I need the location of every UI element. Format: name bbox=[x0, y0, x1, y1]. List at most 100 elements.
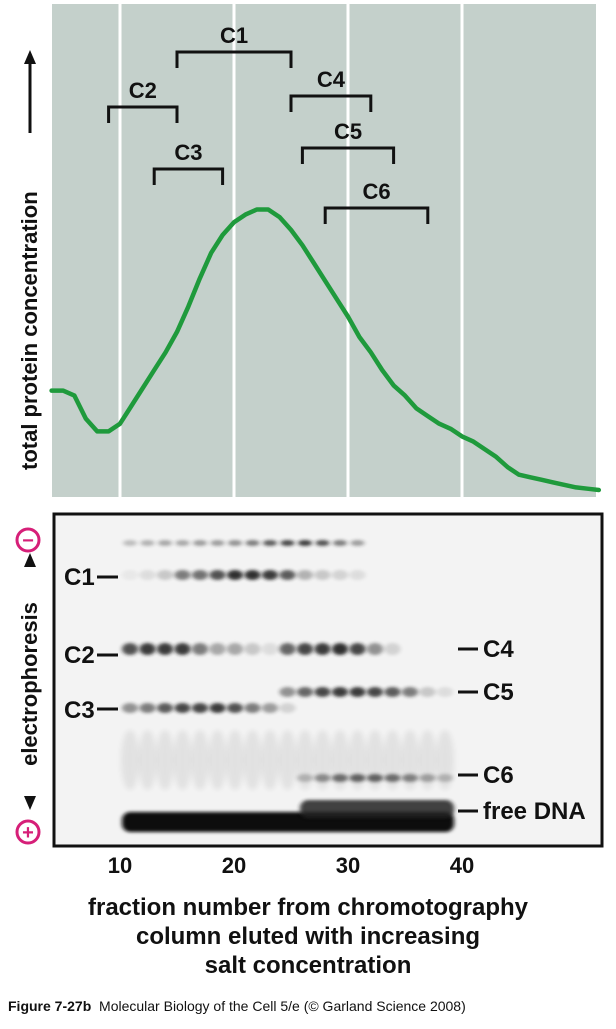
gel-band bbox=[139, 643, 156, 655]
tick-label-40: 40 bbox=[450, 853, 474, 878]
gel-band bbox=[314, 570, 331, 580]
gel-band bbox=[279, 703, 296, 713]
gel-band bbox=[244, 643, 261, 655]
bracket-line-c4 bbox=[289, 94, 373, 112]
gel-band bbox=[191, 730, 209, 790]
gel-band bbox=[174, 703, 191, 713]
gel-band bbox=[139, 570, 156, 580]
gel-label-c4: C4 bbox=[483, 636, 514, 663]
tick-label-20: 20 bbox=[222, 853, 246, 878]
gel-free-dna-band bbox=[122, 800, 454, 832]
x-axis-title-line-1: fraction number from chromotography bbox=[87, 894, 529, 921]
gel-band bbox=[123, 540, 137, 546]
gel-band bbox=[348, 730, 367, 790]
gel-band bbox=[192, 643, 208, 655]
electrophoresis-label-group: − electrophoresis + bbox=[15, 527, 42, 845]
fraction-tick-labels: 10 20 30 40 bbox=[108, 853, 474, 878]
gel-band bbox=[122, 570, 138, 580]
bracket-label-c6: C6 bbox=[362, 179, 390, 204]
gel-band bbox=[138, 730, 157, 790]
gel-band bbox=[350, 540, 365, 546]
caption-text: Molecular Biology of the Cell 5/e (© Gar… bbox=[99, 998, 466, 1014]
bracket-c2: C2 bbox=[107, 78, 179, 123]
fraction-brackets: C1 C2 C3 C4 C5 C6 bbox=[107, 23, 430, 224]
gel-band bbox=[245, 540, 260, 546]
gel-band bbox=[209, 570, 226, 580]
gel-bands bbox=[121, 540, 454, 790]
gel-band bbox=[333, 540, 347, 546]
gel-band bbox=[243, 730, 262, 790]
chart-gridlines bbox=[118, 4, 464, 497]
gel-band bbox=[349, 570, 366, 580]
gel-band bbox=[279, 570, 296, 580]
y-axis-arrow-head bbox=[24, 50, 36, 64]
bracket-c1: C1 bbox=[175, 23, 293, 68]
gel-band bbox=[157, 570, 173, 580]
gel-band bbox=[280, 540, 295, 546]
gel-band bbox=[278, 730, 297, 790]
gel-band bbox=[332, 687, 348, 697]
bracket-c5: C5 bbox=[300, 119, 396, 164]
bracket-c4: C4 bbox=[289, 67, 373, 112]
bracket-line-c2 bbox=[107, 105, 179, 123]
gel-band bbox=[298, 540, 312, 546]
gel-band bbox=[402, 687, 418, 697]
gel-band bbox=[157, 703, 173, 713]
gel-band bbox=[384, 687, 401, 697]
bracket-label-c2: C2 bbox=[129, 78, 157, 103]
gel-label-c2: C2 bbox=[64, 642, 95, 669]
gel-band bbox=[297, 643, 313, 655]
figure-id: Figure 7-27b bbox=[8, 998, 92, 1014]
bracket-line-c5 bbox=[300, 146, 396, 164]
gel-band bbox=[279, 643, 296, 655]
gel-band bbox=[175, 540, 190, 546]
gel-band bbox=[418, 730, 437, 790]
gel-band bbox=[192, 703, 208, 713]
gel-band bbox=[332, 643, 348, 655]
negative-electrode-marker bbox=[15, 527, 41, 553]
x-axis-title-line-3: salt concentration bbox=[204, 952, 412, 979]
gel-band bbox=[262, 570, 278, 580]
free-dna-band-upper bbox=[300, 800, 454, 818]
bracket-line-c3 bbox=[152, 167, 225, 185]
bracket-line-c6 bbox=[323, 206, 430, 224]
gel-band bbox=[227, 570, 243, 580]
gel-band bbox=[366, 730, 384, 790]
gel-band bbox=[314, 643, 331, 655]
x-axis-title-line-2: column eluted with increasing bbox=[135, 923, 481, 950]
gel-right-labels: C4 C5 C6 free DNA bbox=[458, 636, 586, 825]
gel-band bbox=[401, 730, 419, 790]
gel-band bbox=[419, 687, 436, 697]
gel-band bbox=[349, 687, 366, 697]
gel-band bbox=[122, 643, 138, 655]
chart-panel bbox=[52, 4, 596, 497]
gel-band bbox=[226, 730, 244, 790]
bracket-label-c1: C1 bbox=[220, 23, 248, 48]
gel-band bbox=[297, 687, 313, 697]
gel-band bbox=[263, 540, 277, 546]
gel-band bbox=[173, 730, 192, 790]
gel-band bbox=[122, 703, 138, 713]
bracket-label-c3: C3 bbox=[174, 140, 202, 165]
gel-band bbox=[193, 540, 207, 546]
y-axis-label: total protein concentration bbox=[17, 191, 42, 470]
gel-band bbox=[121, 730, 139, 790]
gel-band bbox=[174, 643, 191, 655]
tick-label-30: 30 bbox=[336, 853, 360, 878]
gel-band bbox=[140, 540, 155, 546]
figure-caption: Figure 7-27b Molecular Biology of the Ce… bbox=[8, 998, 608, 1014]
gel-band bbox=[367, 643, 383, 655]
gel-band bbox=[262, 643, 278, 655]
gel-band bbox=[209, 703, 226, 713]
gel-band bbox=[209, 643, 226, 655]
gel-left-labels: C1 C2 C3 bbox=[64, 564, 118, 724]
gel-label-c5: C5 bbox=[483, 679, 514, 706]
y-axis-label-group: total protein concentration bbox=[17, 50, 42, 470]
gel-band bbox=[296, 730, 314, 790]
gel-band bbox=[437, 687, 453, 697]
protein-concentration-curve bbox=[49, 207, 602, 493]
gel-band bbox=[208, 730, 227, 790]
positive-symbol: + bbox=[22, 822, 34, 844]
